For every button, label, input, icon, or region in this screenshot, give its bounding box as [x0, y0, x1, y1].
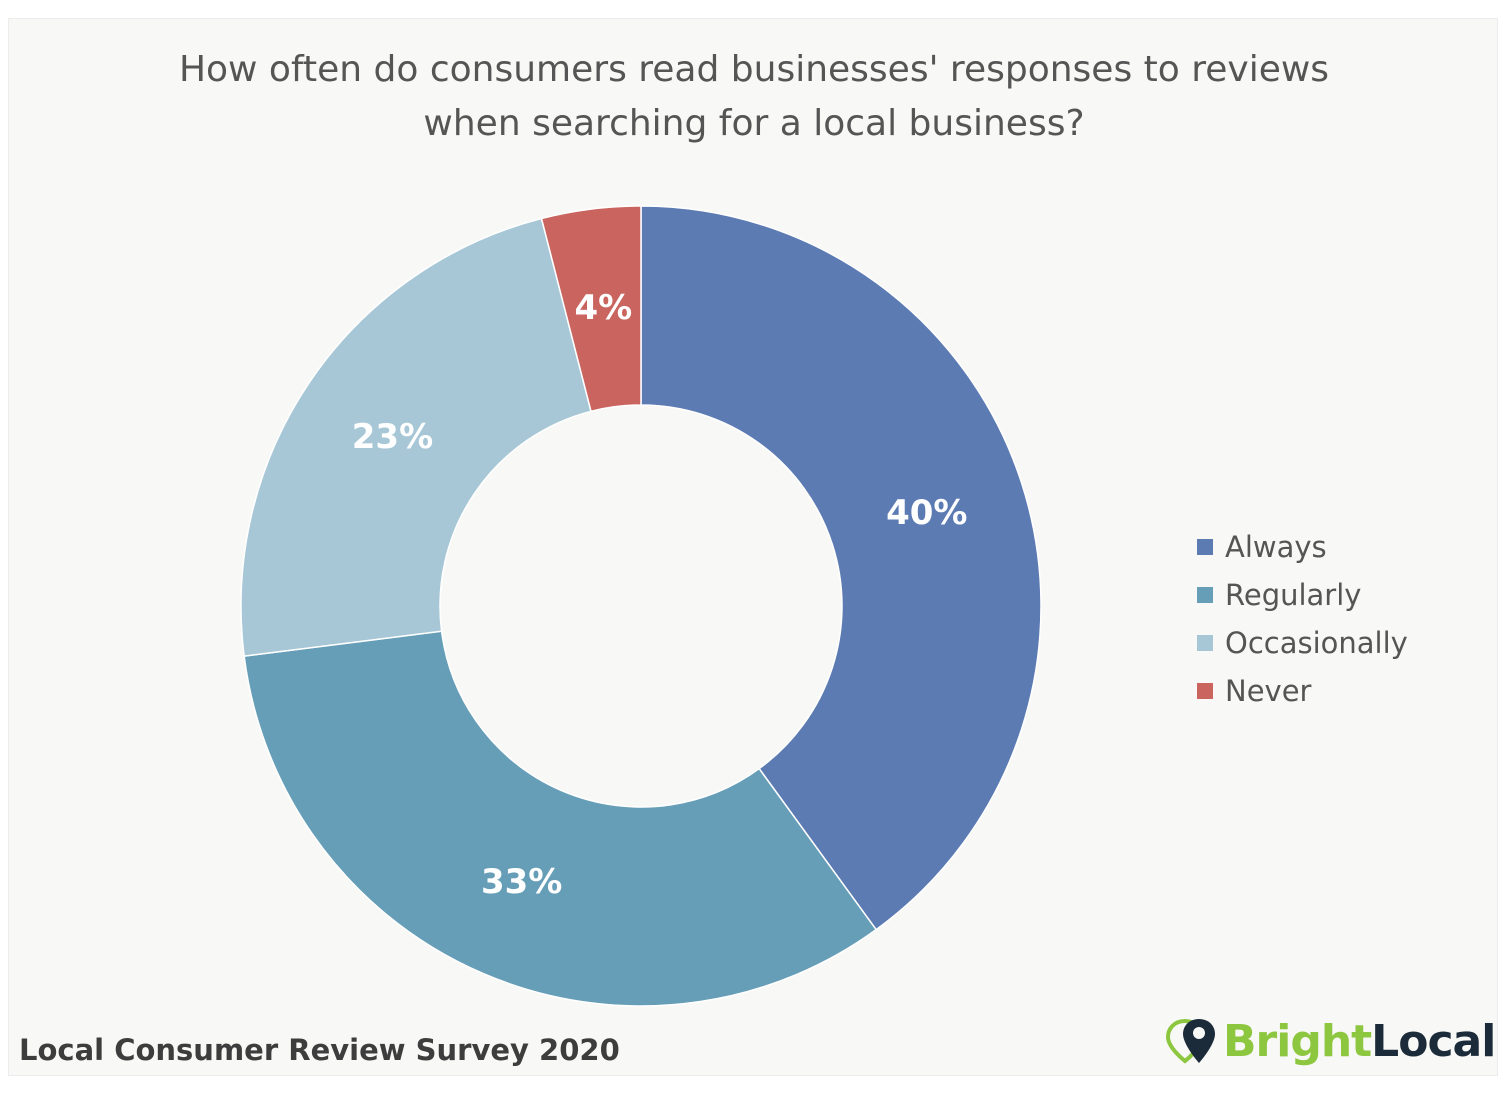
data-label-always: 40%: [886, 493, 967, 533]
legend-swatch-always: [1197, 539, 1213, 555]
legend-item-occasionally: Occasionally: [1197, 619, 1408, 667]
legend-item-never: Never: [1197, 667, 1408, 715]
legend-swatch-never: [1197, 683, 1213, 699]
data-label-never: 4%: [574, 288, 632, 328]
legend-label-occasionally: Occasionally: [1225, 626, 1408, 660]
donut-chart: 40% 33% 23% 4%: [240, 205, 1042, 1007]
donut-slice-always: [640, 205, 1042, 931]
donut-slice-never: [540, 205, 642, 413]
chart-title-line-2: when searching for a local business?: [423, 103, 1085, 144]
legend-label-never: Never: [1225, 674, 1312, 708]
chart-frame: How often do consumers read businesses' …: [8, 18, 1498, 1076]
legend-label-always: Always: [1225, 530, 1327, 564]
legend-item-regularly: Regularly: [1197, 571, 1408, 619]
brightlocal-logo: BrightLocal: [1165, 1015, 1496, 1067]
survey-source-label: Local Consumer Review Survey 2020: [19, 1033, 620, 1067]
chart-title: How often do consumers read businesses' …: [9, 43, 1499, 151]
data-label-occasionally: 23%: [352, 417, 433, 457]
chart-legend: Always Regularly Occasionally Never: [1197, 523, 1408, 715]
logo-text-bright: Bright: [1223, 1015, 1372, 1067]
legend-item-always: Always: [1197, 523, 1408, 571]
legend-label-regularly: Regularly: [1225, 578, 1362, 612]
logo-text-local: Local: [1371, 1015, 1496, 1067]
data-label-regularly: 33%: [481, 862, 562, 902]
donut-slice-regularly: [243, 630, 878, 1007]
map-pin-icon: [1165, 1018, 1215, 1064]
chart-title-line-1: How often do consumers read businesses' …: [178, 49, 1330, 90]
legend-swatch-regularly: [1197, 587, 1213, 603]
donut-slice-occasionally: [240, 217, 592, 657]
legend-swatch-occasionally: [1197, 635, 1213, 651]
